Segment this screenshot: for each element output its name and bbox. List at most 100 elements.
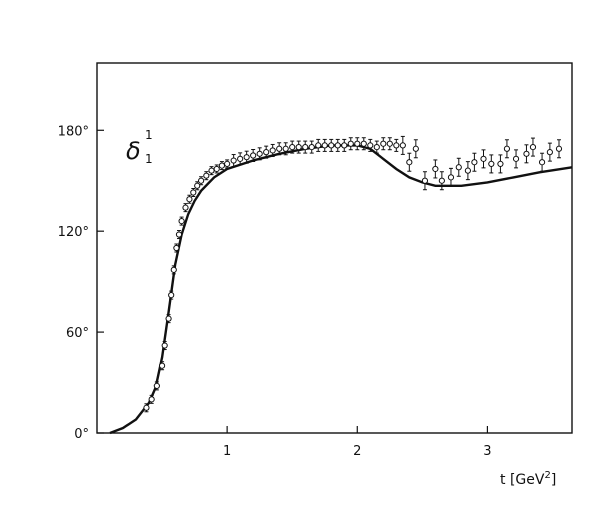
point-marker	[182, 204, 189, 211]
point-marker	[512, 155, 520, 162]
point-marker	[243, 154, 250, 161]
point-marker	[503, 145, 511, 152]
data-point	[302, 140, 309, 154]
data-point	[393, 138, 400, 152]
point-marker	[308, 143, 315, 151]
point-marker	[393, 142, 400, 149]
data-point	[263, 145, 270, 159]
point-marker	[488, 160, 495, 168]
x-tick-label: 1	[223, 444, 231, 459]
point-marker	[178, 217, 185, 225]
data-point	[230, 154, 237, 168]
data-point	[161, 341, 168, 351]
data-point	[243, 150, 250, 164]
point-marker	[328, 142, 335, 149]
point-marker	[421, 177, 429, 184]
point-marker	[165, 315, 172, 322]
point-marker	[168, 291, 175, 299]
point-marker	[250, 152, 257, 159]
point-marker	[354, 140, 361, 147]
point-marker	[218, 162, 226, 169]
data-point	[399, 135, 406, 155]
data-point	[347, 137, 354, 151]
point-marker	[173, 244, 180, 252]
data-point	[334, 138, 341, 152]
data-point	[538, 152, 546, 172]
data-point	[213, 164, 220, 174]
point-marker	[373, 143, 380, 151]
data-point	[165, 314, 172, 324]
point-marker	[148, 396, 155, 403]
data-point	[170, 265, 177, 275]
point-marker	[224, 160, 231, 168]
data-point	[373, 140, 380, 154]
point-marker	[143, 404, 150, 411]
point-marker	[334, 142, 341, 149]
point-marker	[276, 145, 283, 152]
data-point	[432, 159, 439, 179]
point-marker	[380, 140, 387, 147]
point-marker	[432, 165, 439, 173]
point-marker	[480, 155, 487, 162]
point-marker	[302, 143, 309, 151]
y-tick-label: 60°	[66, 326, 89, 341]
data-point	[512, 149, 520, 169]
data-point	[412, 139, 419, 159]
y-axis: 0° 60° 120° 180°	[58, 124, 104, 442]
y-tick-label: 180°	[58, 124, 89, 139]
point-marker	[464, 167, 471, 174]
y-tick-label: 0°	[74, 427, 89, 442]
data-point	[143, 403, 150, 413]
point-marker	[406, 159, 413, 166]
data-point	[148, 394, 155, 404]
point-marker	[295, 143, 302, 151]
data-point	[328, 138, 335, 152]
point-marker	[208, 167, 215, 174]
point-marker	[175, 231, 183, 238]
data-point	[438, 171, 445, 191]
x-axis-label-power: 2	[544, 470, 550, 481]
data-point	[455, 157, 462, 177]
point-marker	[282, 145, 289, 152]
data-point	[386, 137, 393, 151]
data-point	[555, 139, 563, 159]
point-marker	[386, 140, 393, 147]
point-marker	[256, 150, 263, 157]
point-marker	[497, 160, 504, 168]
data-point	[295, 140, 302, 154]
point-marker	[538, 159, 546, 166]
data-point	[471, 152, 478, 172]
data-point	[178, 216, 185, 226]
x-axis: 1 2 3	[223, 426, 492, 459]
data-point	[360, 137, 367, 151]
data-point	[218, 161, 226, 171]
x-tick-label: 2	[353, 444, 361, 459]
point-marker	[523, 150, 530, 157]
data-point	[175, 230, 183, 240]
data-point	[380, 137, 387, 151]
point-marker	[529, 143, 537, 151]
point-marker	[153, 382, 160, 390]
x-axis-label-suffix: ]	[551, 472, 556, 488]
data-point	[173, 243, 180, 253]
point-marker	[269, 147, 276, 154]
theory-curve	[109, 144, 573, 435]
point-marker	[447, 174, 455, 181]
data-point	[203, 171, 210, 181]
data-point	[153, 381, 160, 391]
data-point	[237, 152, 244, 166]
data-point	[488, 154, 495, 174]
y-tick-label: 120°	[58, 225, 89, 240]
point-marker	[455, 164, 462, 171]
point-marker	[213, 165, 220, 173]
point-marker	[170, 266, 177, 273]
data-point	[529, 137, 537, 157]
data-point	[250, 149, 257, 162]
point-marker	[158, 362, 166, 369]
data-point	[224, 159, 231, 169]
data-point	[546, 142, 553, 162]
point-marker	[186, 196, 193, 203]
point-marker	[161, 342, 168, 349]
point-marker	[412, 145, 419, 152]
